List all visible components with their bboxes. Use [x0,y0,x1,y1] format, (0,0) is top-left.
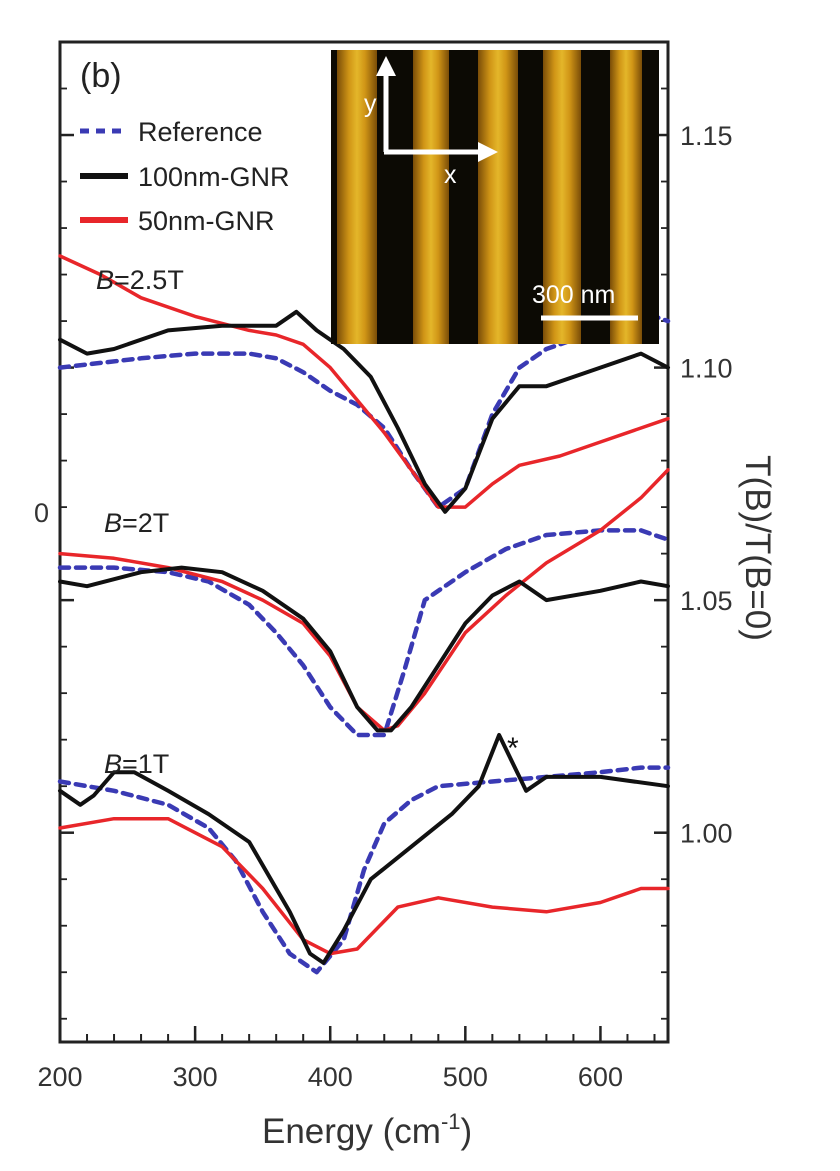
y-tick-label: 1.00 [680,819,733,849]
x-axis-title: Energy (cm-1) [262,1109,472,1151]
y-tick-label: 1.05 [680,586,733,616]
series-group [57,254,671,975]
field-label-2p5T: B=2.5T [96,265,184,295]
x-tick-label: 300 [173,1062,218,1092]
field-label-2T: B=2T [104,508,169,538]
series-line-50nm-gnr-field3 [58,816,670,956]
inset-axis-x: x [444,161,457,189]
y-tick-label: 1.15 [680,121,733,151]
y-arrow-head [376,56,396,76]
scale-bar-label: 300 nm [532,281,615,309]
x-tick-label: 500 [443,1062,488,1092]
inset-image: y x 300 nm [331,50,659,344]
series-line-reference-field1 [57,309,671,510]
inset-stripe [543,50,581,344]
legend-label-50nm: 50nm-GNR [138,206,275,236]
series-line-100nm-gnr-field3 [58,733,670,965]
axis-ticks: 200 300 400 500 600 1.00 1.05 1.10 1.15 [37,87,733,1092]
x-tick-label: 400 [308,1062,353,1092]
y-tick-label: 1.10 [680,354,733,384]
inset-stripe [413,50,449,344]
plot-frame [58,40,670,1044]
x-tick-label: 600 [578,1062,623,1092]
inset-stripe [337,50,377,344]
series-line-100nm-gnr-field2 [58,565,670,733]
peak-annotation: * [507,732,519,765]
legend-label-reference: Reference [138,117,263,147]
x-tick-label: 200 [37,1062,82,1092]
inset-axis-y: y [364,90,377,118]
legend: Reference 100nm-GNR 50nm-GNR [80,117,290,236]
series-line-100nm-gnr-field1 [58,309,670,514]
inset-stripe [478,50,518,344]
x-arrow-head [478,142,498,162]
series-line-50nm-gnr-field1 [58,254,670,509]
inset-stripe [610,50,642,344]
left-tick-fragment: 0 [34,498,49,528]
y-axis-title: T(B)/T(B=0) [738,455,777,641]
field-label-1T: B=1T [104,749,169,779]
legend-label-100nm: 100nm-GNR [138,162,290,192]
series-line-reference-field2 [57,528,671,738]
panel-label: (b) [80,57,122,95]
